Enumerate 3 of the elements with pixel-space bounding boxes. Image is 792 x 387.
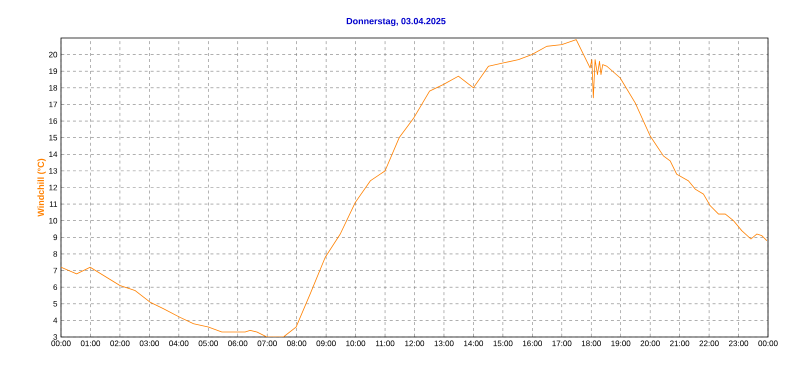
chart-title: Donnerstag, 03.04.2025	[346, 18, 446, 26]
y-axis-title: Windchill (°C)	[37, 158, 46, 217]
line-series	[61, 39, 768, 337]
